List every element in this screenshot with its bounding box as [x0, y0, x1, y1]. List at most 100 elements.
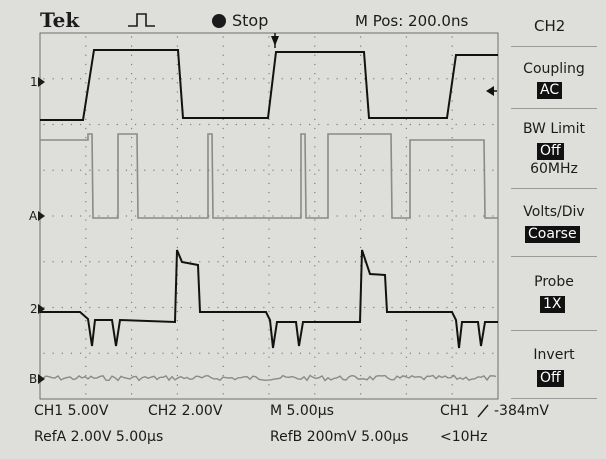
grid-dot [268, 182, 270, 184]
grid-dot [451, 36, 453, 38]
grid-dot [309, 352, 311, 354]
grid-dot [176, 82, 178, 84]
grid-dot [208, 352, 210, 354]
grid-dot [235, 78, 237, 80]
grid-dot [226, 352, 228, 354]
grid-dot [364, 306, 366, 309]
bw-limit-button[interactable]: Off [537, 143, 564, 160]
grid-dot [222, 393, 224, 395]
invert-label: Invert [533, 347, 575, 363]
coupling-button[interactable]: AC [537, 82, 563, 99]
grid-dot [354, 352, 357, 354]
grid-dot [85, 109, 87, 111]
grid-dot [180, 78, 182, 80]
grid-dot [314, 374, 316, 377]
grid-dot [360, 182, 362, 184]
grid-dot [290, 261, 292, 263]
grid-dot [226, 78, 228, 80]
grid-dot [89, 123, 91, 126]
grid-dot [290, 123, 292, 126]
grid-dot [131, 127, 133, 130]
grid-dot [85, 301, 87, 303]
grid-dot [153, 306, 155, 309]
volts-div-button[interactable]: Coarse [525, 226, 580, 243]
menu-divider [511, 108, 597, 109]
grid-dot [451, 219, 453, 221]
grid-dot [405, 246, 407, 249]
grid-dot [85, 45, 87, 47]
grid-dot [409, 123, 411, 126]
grid-dot [492, 169, 494, 171]
grid-dot [464, 123, 466, 126]
grid-dot [268, 118, 270, 120]
grid-dot [153, 352, 155, 354]
grid-dot [345, 123, 347, 126]
grid-dot [451, 320, 453, 322]
grid-dot [405, 301, 407, 303]
grid-dot [473, 215, 476, 217]
grid-dot [235, 352, 237, 354]
grid-dot [131, 173, 133, 175]
grid-dot [373, 169, 375, 171]
grid-dot [131, 100, 133, 102]
grid-dot [176, 36, 178, 38]
grid-dot [189, 306, 192, 309]
grid-dot [268, 173, 270, 175]
grid-dot [405, 127, 407, 130]
grid-dot [268, 246, 270, 249]
grid-dot [85, 384, 87, 386]
volts-div-label: Volts/Div [523, 204, 585, 220]
grid-dot [61, 169, 63, 171]
grid-dot [176, 109, 178, 111]
grid-dot [483, 306, 485, 309]
menu-divider [511, 398, 597, 399]
grid-dot [171, 215, 173, 217]
grid-dot [222, 292, 224, 294]
grid-dot [176, 246, 178, 249]
grid-dot [409, 352, 411, 354]
grid-dot [360, 347, 362, 349]
grid-dot [464, 78, 466, 80]
grid-dot [451, 137, 453, 139]
brand-logo: Tek [40, 8, 80, 32]
grid-dot [98, 123, 100, 126]
grid-dot [314, 256, 316, 258]
grid-dot [116, 261, 118, 263]
grid-dot [437, 78, 439, 80]
grid-dot [208, 123, 210, 126]
grid-dot [360, 219, 362, 221]
grid-dot [107, 123, 109, 126]
grid-dot [428, 352, 430, 354]
grid-dot [131, 283, 133, 285]
grid-dot [85, 228, 87, 230]
grid-dot [455, 261, 457, 263]
grid-dot [263, 123, 265, 126]
grid-dot [483, 261, 485, 263]
grid-dot [89, 215, 91, 217]
grid-dot [144, 261, 146, 263]
grid-dot [314, 274, 316, 276]
grid-dot [85, 146, 87, 148]
grid-dot [176, 320, 178, 322]
grid-dot [176, 91, 178, 93]
grid-dot [268, 374, 270, 377]
grid-dot [268, 356, 270, 358]
grid-dot [125, 169, 128, 171]
grid-dot [254, 261, 256, 263]
grid-dot [226, 215, 228, 217]
grid-dot [263, 215, 265, 217]
ch2-waveform [40, 249, 498, 349]
grid-dot [268, 164, 270, 166]
grid-dot [451, 246, 453, 249]
grid-dot [176, 173, 178, 175]
grid-dot [382, 169, 384, 171]
grid-dot [405, 73, 407, 75]
grid-dot [116, 123, 118, 126]
invert-button[interactable]: Off [537, 370, 564, 387]
grid-dot [222, 283, 224, 285]
grid-dot [314, 228, 316, 230]
probe-button[interactable]: 1X [540, 296, 565, 313]
grid-dot [268, 292, 270, 294]
grid-dot [135, 352, 137, 354]
grid-dot [314, 118, 316, 120]
